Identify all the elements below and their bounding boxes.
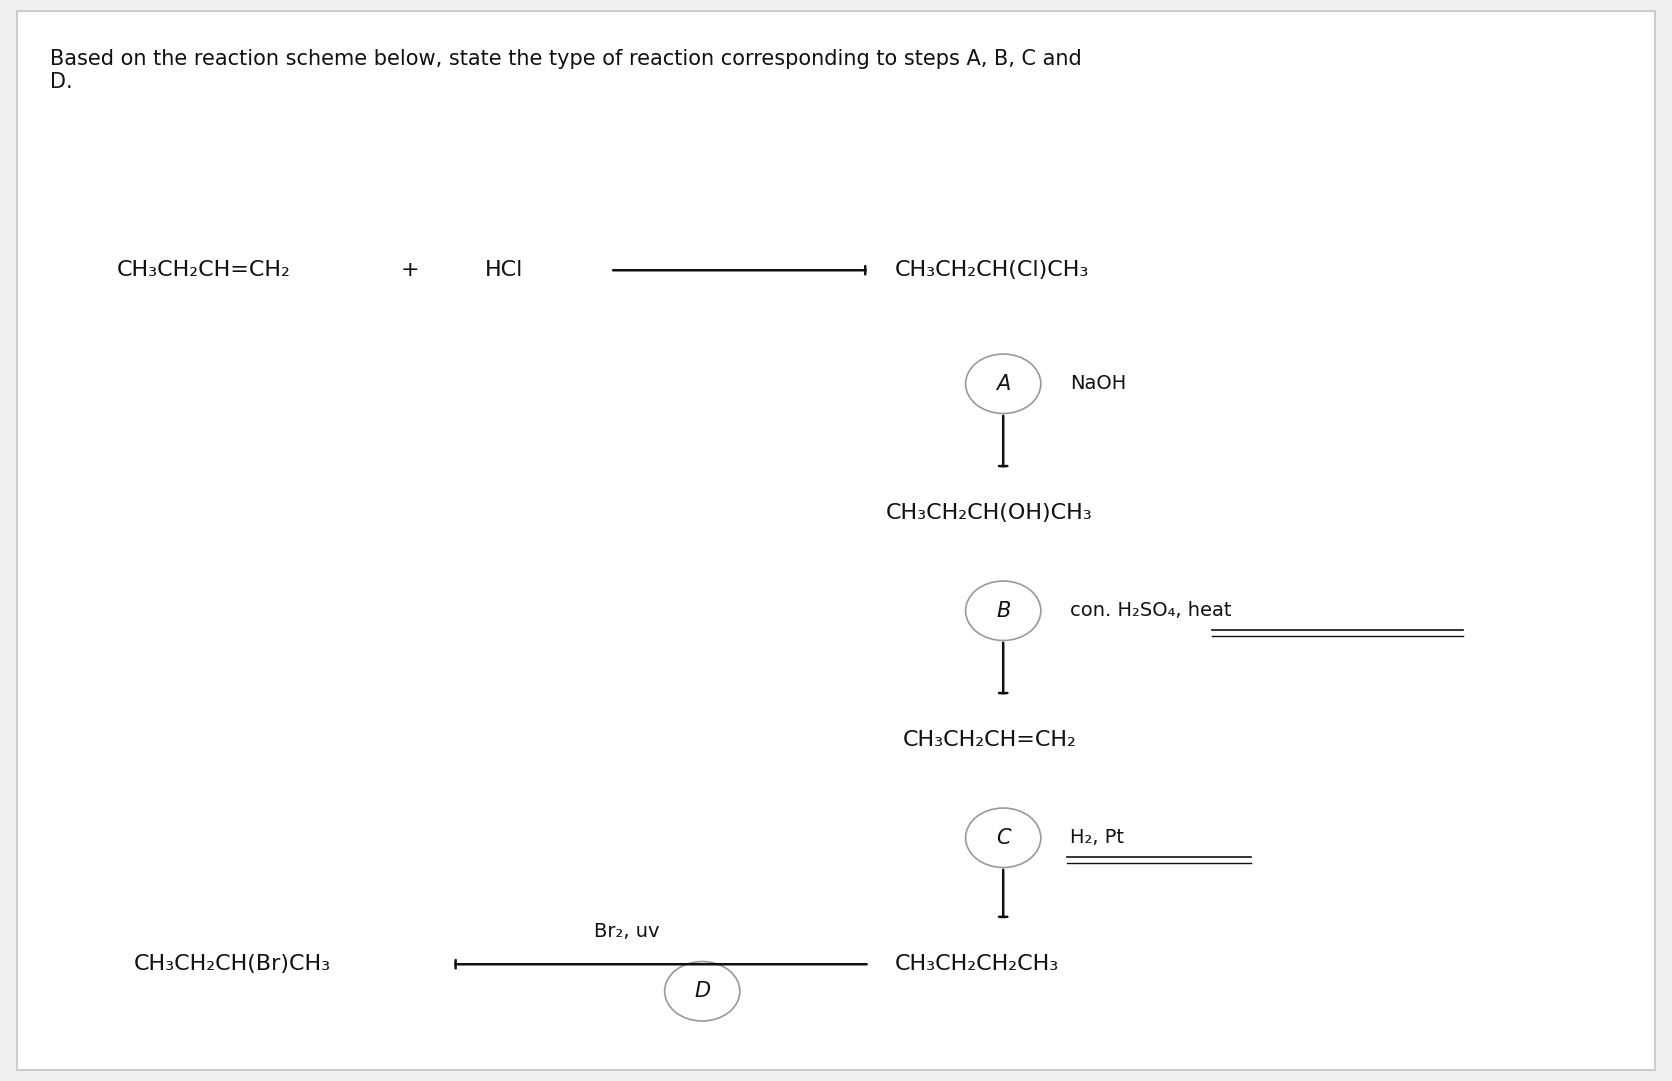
Text: A: A: [997, 374, 1010, 393]
Text: CH₃CH₂CH₂CH₃: CH₃CH₂CH₂CH₃: [895, 955, 1058, 974]
Text: +: +: [400, 261, 420, 280]
Text: CH₃CH₂CH=CH₂: CH₃CH₂CH=CH₂: [903, 731, 1077, 750]
Text: Br₂, uv: Br₂, uv: [594, 922, 660, 942]
Text: D: D: [694, 982, 711, 1001]
Text: B: B: [997, 601, 1010, 620]
Text: HCl: HCl: [485, 261, 523, 280]
Text: con. H₂SO₄, heat: con. H₂SO₄, heat: [1070, 601, 1232, 620]
Text: Based on the reaction scheme below, state the type of reaction corresponding to : Based on the reaction scheme below, stat…: [50, 49, 1082, 92]
Text: H₂, Pt: H₂, Pt: [1070, 828, 1124, 848]
FancyBboxPatch shape: [17, 11, 1655, 1070]
Text: NaOH: NaOH: [1070, 374, 1127, 393]
Text: CH₃CH₂CH=CH₂: CH₃CH₂CH=CH₂: [117, 261, 291, 280]
Text: CH₃CH₂CH(Cl)CH₃: CH₃CH₂CH(Cl)CH₃: [895, 261, 1088, 280]
Text: C: C: [997, 828, 1010, 848]
Text: CH₃CH₂CH(Br)CH₃: CH₃CH₂CH(Br)CH₃: [134, 955, 331, 974]
Text: CH₃CH₂CH(OH)CH₃: CH₃CH₂CH(OH)CH₃: [886, 504, 1093, 523]
